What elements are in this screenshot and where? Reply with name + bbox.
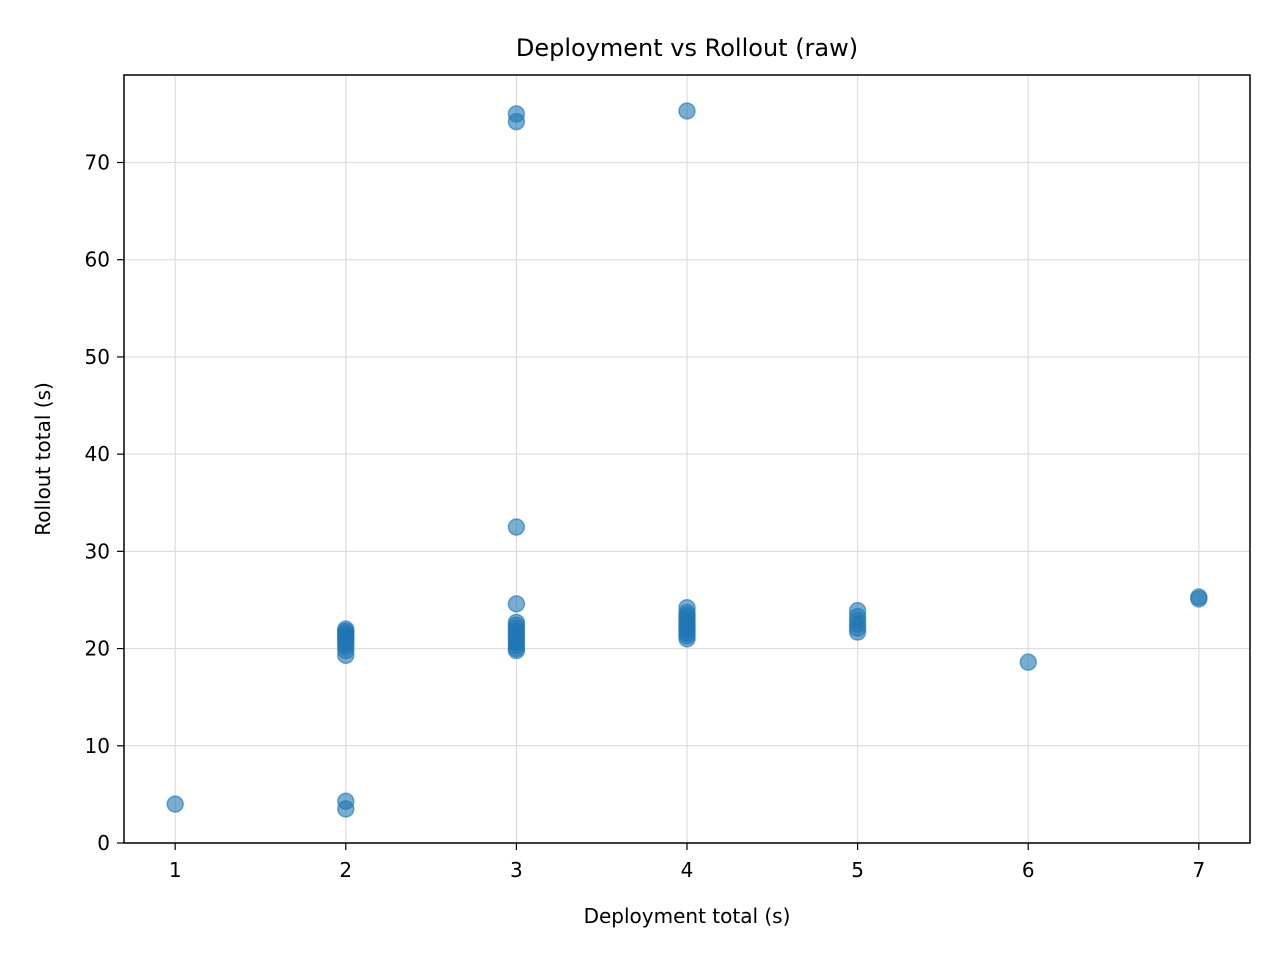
chart-title: Deployment vs Rollout (raw) [516,34,858,62]
data-point [848,601,867,620]
data-point [507,595,526,613]
data-point [507,518,526,536]
data-point [337,792,355,810]
y-tick-label: 70 [85,150,110,174]
x-tick-label: 2 [339,858,352,882]
x-tick-label: 7 [1192,858,1205,882]
y-tick-label: 20 [85,637,110,661]
data-point [166,795,184,813]
data-point [1019,653,1037,671]
data-point [507,613,526,632]
data-point [1190,588,1208,606]
y-tick-label: 40 [85,442,110,466]
x-tick-label: 3 [510,858,523,882]
y-tick-label: 10 [85,734,110,758]
x-tick-label: 5 [851,858,864,882]
y-tick-label: 60 [85,248,110,272]
x-tick-label: 1 [169,858,182,882]
data-point [337,620,355,638]
y-axis-label: Rollout total (s) [31,382,55,536]
y-tick-label: 50 [85,345,110,369]
x-tick-label: 4 [681,858,694,882]
data-point [678,598,696,617]
y-tick-label: 0 [97,831,110,855]
x-tick-label: 6 [1022,858,1035,882]
data-points [166,102,1208,818]
y-tick-label: 30 [85,539,110,563]
grid-layer [124,75,1250,844]
x-axis-label: Deployment total (s) [584,904,791,928]
data-point [678,102,696,120]
data-point [507,105,526,123]
